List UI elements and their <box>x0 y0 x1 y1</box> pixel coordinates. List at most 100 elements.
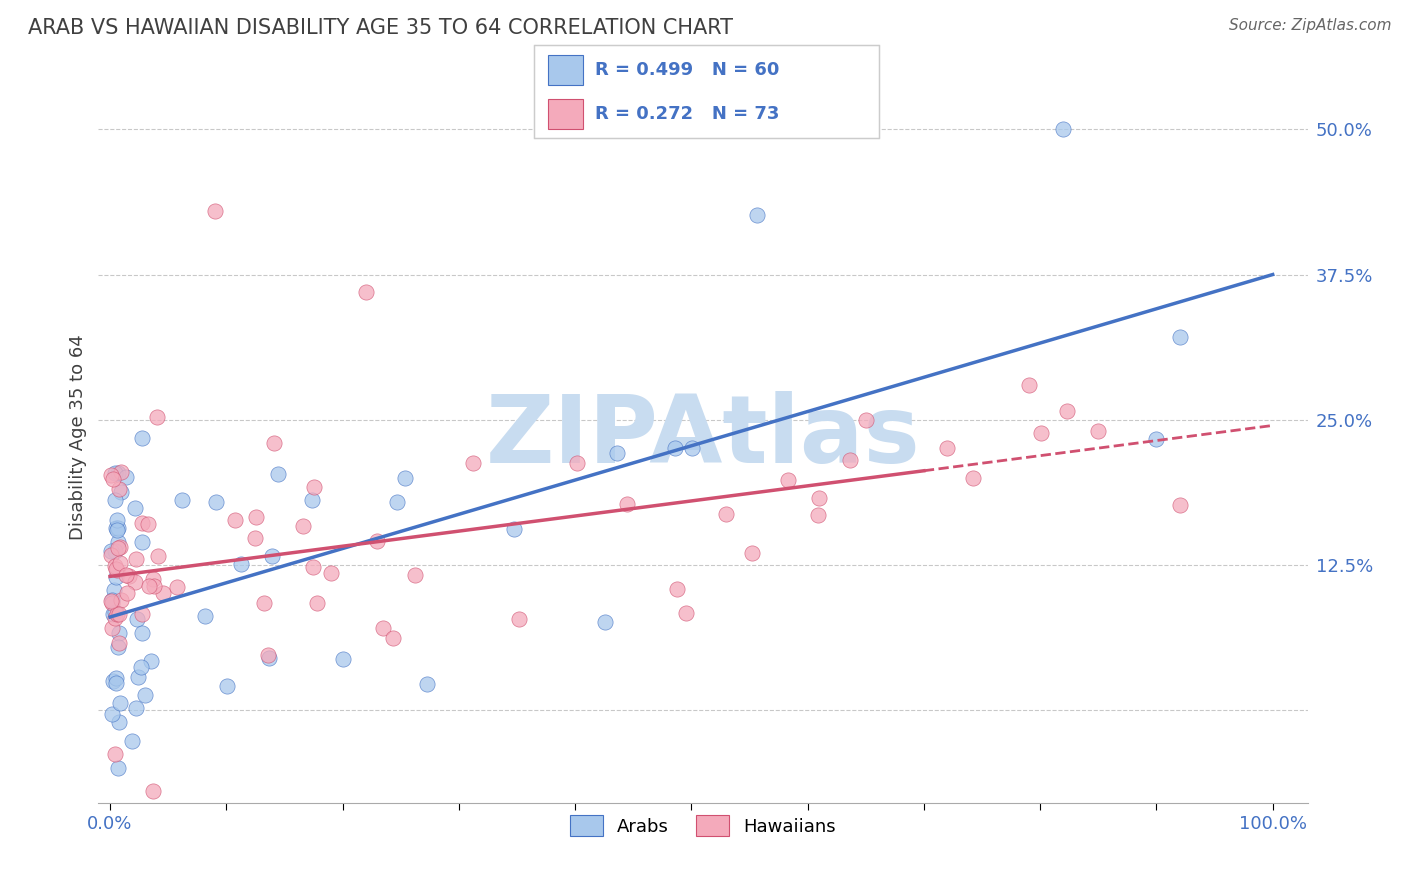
Point <box>807 508 830 522</box>
Point <box>463 456 485 470</box>
Point <box>301 492 323 507</box>
Point <box>131 431 153 445</box>
Point <box>807 491 830 505</box>
Point <box>131 660 153 674</box>
Point <box>131 607 153 621</box>
Point <box>100 548 122 562</box>
Point <box>110 466 132 480</box>
Point <box>104 493 127 508</box>
Point <box>332 652 354 666</box>
Point <box>253 596 276 610</box>
Point <box>170 493 193 508</box>
Point <box>134 688 156 702</box>
Point <box>143 579 166 593</box>
Point <box>675 606 697 620</box>
Point <box>139 654 162 668</box>
Point <box>107 636 129 650</box>
Point <box>104 605 127 619</box>
Point <box>107 535 129 549</box>
Point <box>260 549 283 563</box>
Point <box>245 531 267 545</box>
Point <box>100 594 122 608</box>
Point <box>107 640 129 655</box>
Point <box>664 441 686 455</box>
Point <box>108 556 131 570</box>
Point <box>125 701 148 715</box>
Point <box>131 626 153 640</box>
Point <box>101 706 124 721</box>
Point <box>839 453 862 467</box>
Point <box>1087 424 1109 438</box>
Point <box>110 485 132 500</box>
Point <box>103 472 125 486</box>
Point <box>205 495 228 509</box>
Point <box>110 593 132 607</box>
Point <box>194 609 217 624</box>
Point <box>101 593 124 607</box>
Point <box>1018 378 1040 392</box>
Point <box>128 670 150 684</box>
Point <box>302 560 325 574</box>
Point <box>104 611 127 625</box>
Point <box>103 583 125 598</box>
Point <box>142 784 165 798</box>
Point <box>105 570 128 584</box>
Point <box>125 552 148 566</box>
Point <box>104 558 127 573</box>
Point <box>131 516 153 531</box>
Point <box>104 466 127 480</box>
Point <box>118 569 141 583</box>
Point <box>508 612 530 626</box>
Point <box>1029 426 1052 441</box>
Point <box>371 622 394 636</box>
Point <box>565 456 588 470</box>
Point <box>115 586 138 600</box>
Point <box>1144 432 1167 446</box>
Point <box>105 524 128 538</box>
Point <box>114 567 136 582</box>
Point <box>666 582 689 596</box>
Point <box>267 467 290 481</box>
Point <box>101 596 124 610</box>
Legend: Arabs, Hawaiians: Arabs, Hawaiians <box>561 806 845 845</box>
Y-axis label: Disability Age 35 to 64: Disability Age 35 to 64 <box>69 334 87 540</box>
Point <box>121 734 143 748</box>
Point <box>416 677 439 691</box>
Point <box>124 574 146 589</box>
Point <box>304 480 326 494</box>
Point <box>107 513 129 527</box>
Point <box>936 442 959 456</box>
Point <box>747 208 769 222</box>
Point <box>714 507 737 521</box>
Point <box>224 513 246 527</box>
FancyBboxPatch shape <box>548 99 582 129</box>
Point <box>204 203 226 218</box>
Point <box>245 510 267 524</box>
Point <box>616 498 638 512</box>
Point <box>105 562 128 576</box>
Point <box>104 747 127 761</box>
Point <box>107 715 129 730</box>
Point <box>502 522 524 536</box>
Point <box>107 541 129 555</box>
Text: R = 0.272   N = 73: R = 0.272 N = 73 <box>595 105 779 123</box>
Point <box>962 471 984 485</box>
Point <box>741 546 763 560</box>
Point <box>404 568 426 582</box>
Point <box>138 579 160 593</box>
Point <box>103 673 125 688</box>
Point <box>105 675 128 690</box>
Point <box>366 534 388 549</box>
Point <box>108 607 131 621</box>
Point <box>131 535 153 549</box>
Point <box>855 412 877 426</box>
Point <box>105 521 128 535</box>
Point <box>305 596 328 610</box>
Point <box>681 441 703 455</box>
Point <box>100 467 122 482</box>
Point <box>354 285 377 299</box>
Point <box>101 621 124 635</box>
Point <box>107 521 129 535</box>
Point <box>595 615 617 630</box>
Point <box>107 466 129 480</box>
